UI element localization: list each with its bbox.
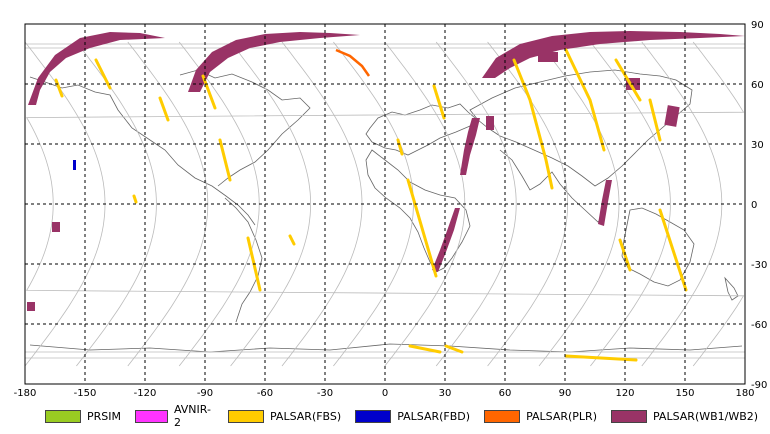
y-tick-label: -30 xyxy=(751,260,767,271)
legend-swatch xyxy=(611,409,647,423)
legend-swatch xyxy=(45,409,81,423)
wb-swath-scandinavia xyxy=(486,116,494,130)
legend-item: PALSAR(PLR) xyxy=(484,409,597,423)
legend-label: PALSAR(PLR) xyxy=(526,409,597,423)
x-tick-label: 0 xyxy=(382,388,388,399)
x-tick-label: 150 xyxy=(675,388,694,399)
fbs-swaths xyxy=(54,48,688,362)
axis-ticks: -180 -150 -120 -90 -60 -30 0 30 60 90 120 150 180 90 6… xyxy=(14,20,768,399)
orbit-track xyxy=(26,41,745,367)
legend-swatch xyxy=(484,409,521,423)
y-tick-label: 60 xyxy=(751,80,764,91)
x-tick-label: -180 xyxy=(14,388,37,399)
legend-item: PRSIM xyxy=(45,409,121,423)
wb-swath-asia xyxy=(598,180,612,226)
legend-item: PALSAR(FBD) xyxy=(355,409,471,423)
x-tick-label: 180 xyxy=(735,388,754,399)
x-tick-label: -90 xyxy=(197,388,213,399)
graticule xyxy=(25,24,745,384)
wb-swath-siberia xyxy=(482,31,745,78)
legend-item: PALSAR(WB1/WB2) xyxy=(611,409,759,423)
legend-item: PALSAR(FBS) xyxy=(228,409,342,423)
x-tick-label: -120 xyxy=(134,388,157,399)
x-tick-label: 60 xyxy=(499,388,512,399)
legend: PRSIM AVNIR-2 PALSAR(FBS) PALSAR(FBD) PALSAR… xyxy=(45,403,770,429)
orbit-track xyxy=(230,41,312,367)
legend-item: AVNIR-2 xyxy=(135,403,214,429)
wb-swath-alaska xyxy=(28,32,165,105)
legend-swatch xyxy=(355,409,392,423)
wb-swath-canada xyxy=(188,32,360,92)
y-tick-label: -60 xyxy=(751,320,767,331)
plr-swath xyxy=(335,48,371,77)
x-tick-label: 90 xyxy=(559,388,572,399)
legend-label: PALSAR(WB1/WB2) xyxy=(653,409,759,423)
y-tick-label: 30 xyxy=(751,140,764,151)
wb-swath-russia xyxy=(460,118,480,175)
legend-swatch xyxy=(135,409,168,423)
y-tick-label: -90 xyxy=(751,380,767,391)
acquisition-swaths xyxy=(27,31,745,311)
x-tick-label: 120 xyxy=(615,388,634,399)
legend-label: AVNIR-2 xyxy=(173,403,211,429)
wb-swath-japan xyxy=(664,105,680,127)
legend-label: PALSAR(FBS) xyxy=(270,409,342,423)
fbd-swath xyxy=(73,160,76,170)
orbit-track xyxy=(435,41,517,367)
orbit-track xyxy=(590,41,671,367)
wb-swath-pacific xyxy=(52,222,60,232)
map-frame xyxy=(24,23,746,385)
wb-swath-africa xyxy=(432,208,460,272)
x-tick-label: -150 xyxy=(74,388,97,399)
x-tick-label: 30 xyxy=(439,388,452,399)
orbit-track xyxy=(333,41,414,367)
legend-swatch xyxy=(228,409,264,423)
y-tick-label: 0 xyxy=(751,200,757,211)
wb-swath-small xyxy=(538,52,558,62)
x-tick-label: -30 xyxy=(317,388,333,399)
x-tick-label: -60 xyxy=(257,388,273,399)
legend-label: PALSAR(FBD) xyxy=(397,409,471,423)
orbit-track xyxy=(76,41,157,367)
legend-label: PRSIM xyxy=(87,409,121,423)
wb-swath-southpacific xyxy=(27,302,35,311)
y-tick-label: 90 xyxy=(751,20,764,31)
